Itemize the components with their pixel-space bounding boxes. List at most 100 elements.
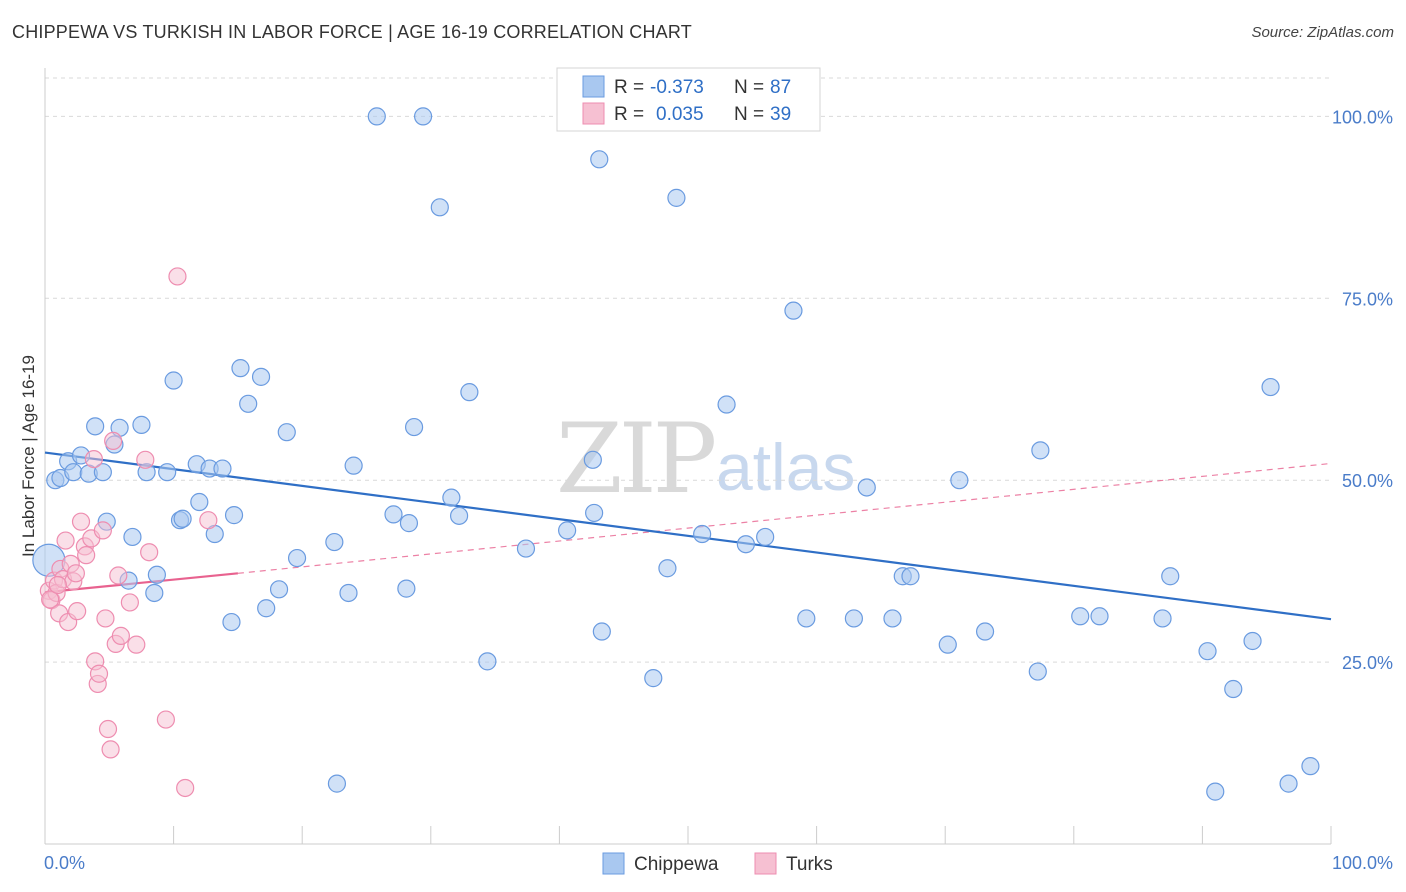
chippewa-point xyxy=(844,609,863,628)
turks-point xyxy=(66,564,85,583)
chippewa-point xyxy=(93,463,112,482)
chippewa-point xyxy=(1028,662,1047,681)
chippewa-point xyxy=(883,609,902,628)
chippewa-points xyxy=(32,107,1320,801)
y-tick-label-100: 100.0% xyxy=(1332,107,1393,127)
chippewa-point xyxy=(86,417,105,436)
turks-point xyxy=(56,531,75,550)
chippewa-point xyxy=(736,535,755,554)
turks-point xyxy=(41,590,60,609)
x-axis-ticks xyxy=(44,826,1332,844)
x-axis-tick-labels: 0.0% 100.0% xyxy=(44,853,1393,873)
chippewa-point xyxy=(147,565,166,584)
legend-n-label-chippewa: N = xyxy=(734,77,764,98)
chippewa-point xyxy=(797,609,816,628)
turks-point xyxy=(168,267,187,286)
chippewa-point xyxy=(950,471,969,490)
chippewa-point xyxy=(277,423,296,442)
chart-title: CHIPPEWA VS TURKISH IN LABOR FORCE | AGE… xyxy=(12,22,692,42)
chippewa-point xyxy=(1301,757,1320,776)
chippewa-point xyxy=(442,488,461,507)
chippewa-point xyxy=(123,527,142,547)
chippewa-point xyxy=(404,417,424,437)
chippewa-point xyxy=(478,652,497,671)
chippewa-point xyxy=(784,301,803,320)
x-tick-label-100: 100.0% xyxy=(1332,853,1393,873)
turks-point xyxy=(136,450,155,469)
chippewa-point xyxy=(64,463,83,482)
turks-point xyxy=(111,626,130,646)
legend-n-label-turks: N = xyxy=(734,104,764,125)
turks-point xyxy=(84,449,103,469)
chippewa-point xyxy=(1161,567,1180,586)
bottom-legend-swatch-chippewa xyxy=(602,852,625,875)
turks-point xyxy=(93,521,112,540)
legend-r-label-chippewa: R = xyxy=(614,77,644,98)
chippewa-trend-line xyxy=(44,451,1332,621)
chippewa-point xyxy=(975,622,995,641)
chippewa-point xyxy=(413,107,433,126)
legend-r-value-chippewa: -0.373 xyxy=(650,77,704,98)
chippewa-point xyxy=(239,394,258,413)
chippewa-point xyxy=(399,514,419,533)
bottom-legend-swatch-turks xyxy=(754,852,777,875)
chippewa-point xyxy=(397,579,416,598)
legend-swatch-chippewa xyxy=(582,75,605,98)
chippewa-point xyxy=(1224,679,1243,699)
chippewa-point xyxy=(344,456,363,475)
turks-point xyxy=(156,710,175,729)
chippewa-point xyxy=(1090,607,1109,626)
turks-points xyxy=(39,267,218,798)
turks-point xyxy=(96,609,115,628)
chippewa-point xyxy=(1206,782,1225,801)
y-axis-label: In Labor Force | Age 16-19 xyxy=(19,355,38,557)
chippewa-point xyxy=(1071,607,1090,626)
bottom-legend-label-chippewa: Chippewa xyxy=(634,854,719,875)
chippewa-point xyxy=(1198,642,1217,661)
chippewa-point xyxy=(430,198,449,217)
chippewa-point xyxy=(516,539,536,558)
chippewa-point xyxy=(1243,631,1262,651)
chippewa-point xyxy=(339,583,358,603)
chippewa-point xyxy=(693,524,712,544)
turks-point xyxy=(140,543,159,562)
chippewa-point xyxy=(222,612,241,632)
turks-point xyxy=(101,740,120,759)
chippewa-point xyxy=(325,532,344,552)
chippewa-point xyxy=(173,509,192,528)
chippewa-point xyxy=(384,505,403,524)
turks-point xyxy=(98,719,118,739)
y-tick-label-50: 50.0% xyxy=(1342,471,1393,491)
chippewa-point xyxy=(1153,609,1172,628)
chippewa-point xyxy=(558,521,577,540)
chippewa-point xyxy=(585,503,604,523)
bottom-legend-label-turks: Turks xyxy=(786,854,833,875)
watermark-atlas: atlas xyxy=(716,430,855,504)
chippewa-point xyxy=(901,567,920,586)
turks-point xyxy=(120,593,139,612)
series-legend: Chippewa Turks xyxy=(602,852,833,875)
turks-point xyxy=(68,602,87,621)
legend-n-value-chippewa: 87 xyxy=(770,77,791,98)
turks-point xyxy=(109,566,128,585)
turks-point xyxy=(89,664,109,683)
chippewa-point xyxy=(644,669,663,688)
chippewa-point xyxy=(938,635,957,654)
turks-point xyxy=(127,635,146,654)
legend-n-value-turks: 39 xyxy=(770,104,791,125)
chippewa-point xyxy=(583,450,602,469)
chippewa-point xyxy=(756,527,775,547)
chippewa-point xyxy=(590,150,609,169)
chippewa-trend-segment xyxy=(44,451,1332,621)
watermark: ZIP atlas xyxy=(556,403,855,515)
chippewa-point xyxy=(145,583,164,603)
chippewa-point xyxy=(1031,441,1050,460)
turks-point xyxy=(77,546,96,565)
chippewa-point xyxy=(190,492,209,512)
turks-point xyxy=(199,511,218,530)
turks-point xyxy=(104,431,123,450)
chippewa-point xyxy=(213,459,232,478)
chippewa-point xyxy=(287,548,307,568)
chippewa-point xyxy=(658,559,677,578)
chippewa-point xyxy=(158,463,177,482)
